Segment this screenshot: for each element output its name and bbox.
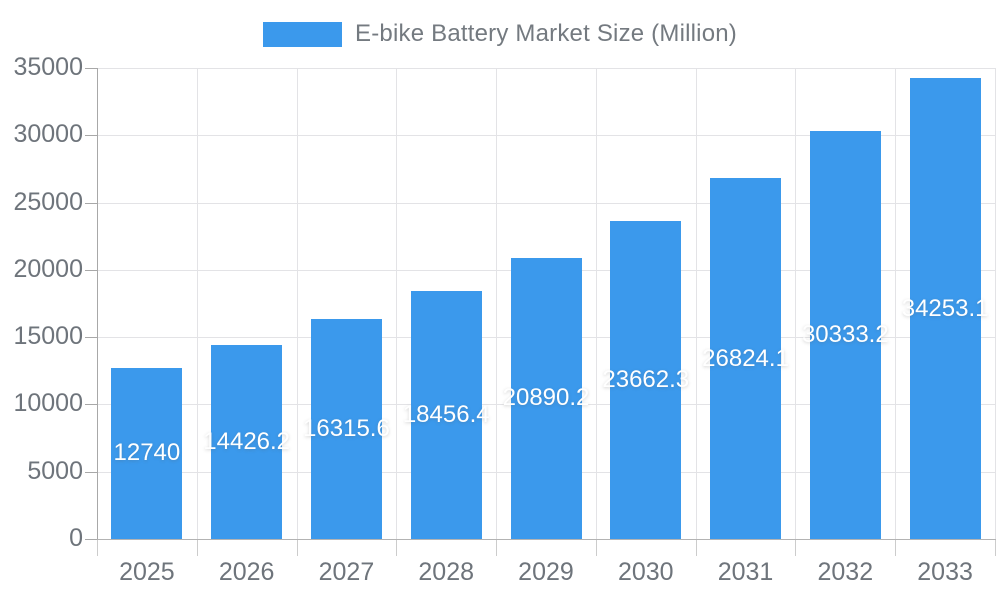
plot-area: 12740 14426.2 16315.6 18456.4 20890.2 23662.3… [97, 68, 996, 539]
x-axis-tick [396, 540, 398, 556]
y-tick-label: 0 [69, 524, 83, 552]
bar-2029[interactable]: 20890.2 [503, 257, 589, 539]
y-tick-label: 20000 [13, 254, 83, 283]
gridline-horizontal [97, 135, 995, 137]
y-axis-tick [85, 68, 97, 69]
bar-2031[interactable]: 26824.1 [702, 178, 789, 539]
x-axis-tick [496, 540, 498, 556]
bar-value-label: 30333.2 [801, 320, 889, 348]
bar-2032[interactable]: 30333.2 [802, 130, 889, 539]
x-axis-tick [695, 540, 697, 556]
x-tick-label-2032: 2032 [817, 558, 874, 586]
bar-2025[interactable]: 12740 [111, 367, 183, 539]
x-axis-tick [795, 540, 797, 556]
x-tick-label-2026: 2026 [218, 558, 275, 586]
bar-value-label: 14426.2 [203, 427, 291, 455]
gridline-horizontal [97, 202, 995, 204]
bar-2026[interactable]: 14426.2 [203, 344, 290, 539]
bar-2030[interactable]: 23662.3 [602, 220, 689, 539]
y-tick-label: 25000 [13, 187, 83, 216]
y-axis-tick [85, 471, 97, 473]
x-axis-tick [595, 540, 597, 556]
x-axis-tick [995, 540, 996, 556]
y-axis-tick [85, 135, 97, 137]
y-tick-label: 35000 [13, 53, 83, 81]
bar-value-label: 12740 [113, 439, 181, 467]
x-tick-label-2033: 2033 [917, 558, 973, 586]
bar-value-label: 34253.1 [901, 294, 989, 322]
gridline-vertical [296, 68, 298, 539]
y-axis-tick [85, 337, 97, 339]
bar-value-label: 20890.2 [502, 384, 590, 412]
gridline-vertical [695, 68, 697, 539]
gridline-vertical [595, 68, 597, 539]
y-axis-line [97, 68, 98, 539]
y-axis-tick [85, 202, 97, 204]
x-axis-line [97, 539, 996, 540]
gridline-vertical [396, 68, 398, 539]
legend-swatch-icon [263, 21, 343, 47]
x-tick-label-2028: 2028 [418, 558, 475, 586]
y-axis-tick [85, 539, 97, 540]
gridline-vertical [895, 68, 897, 539]
bar-value-label: 16315.6 [303, 415, 390, 443]
bar-2033[interactable]: 34253.1 [902, 78, 988, 539]
x-axis-tick [895, 540, 897, 556]
legend-label: E-bike Battery Market Size (Million) [355, 20, 737, 47]
chart-legend[interactable]: E-bike Battery Market Size (Million) [0, 16, 1000, 52]
y-axis-tick [85, 269, 97, 271]
bar-value-label: 18456.4 [402, 400, 490, 428]
y-tick-label: 10000 [13, 389, 83, 418]
x-axis-tick [97, 540, 98, 556]
y-tick-label: 30000 [13, 120, 83, 149]
bar-value-label: 26824.1 [702, 344, 789, 372]
y-axis-tick [85, 404, 97, 406]
x-tick-label-2029: 2029 [518, 558, 574, 586]
x-tick-label-2031: 2031 [717, 558, 774, 586]
x-tick-label-2030: 2030 [617, 558, 674, 586]
bar-value-label: 23662.3 [602, 365, 690, 393]
x-axis-tick [196, 540, 198, 556]
gridline-vertical [496, 68, 498, 539]
gridline-horizontal [97, 68, 995, 69]
bar-2027[interactable]: 16315.6 [303, 319, 390, 539]
gridline-vertical [995, 68, 996, 539]
bar-2028[interactable]: 18456.4 [403, 290, 490, 539]
gridline-vertical [196, 68, 198, 539]
y-tick-label: 5000 [27, 456, 83, 485]
x-tick-label-2027: 2027 [318, 558, 375, 586]
x-axis-tick [296, 540, 298, 556]
x-tick-label-2025: 2025 [119, 558, 175, 586]
y-tick-label: 15000 [13, 322, 83, 351]
gridline-vertical [795, 68, 797, 539]
